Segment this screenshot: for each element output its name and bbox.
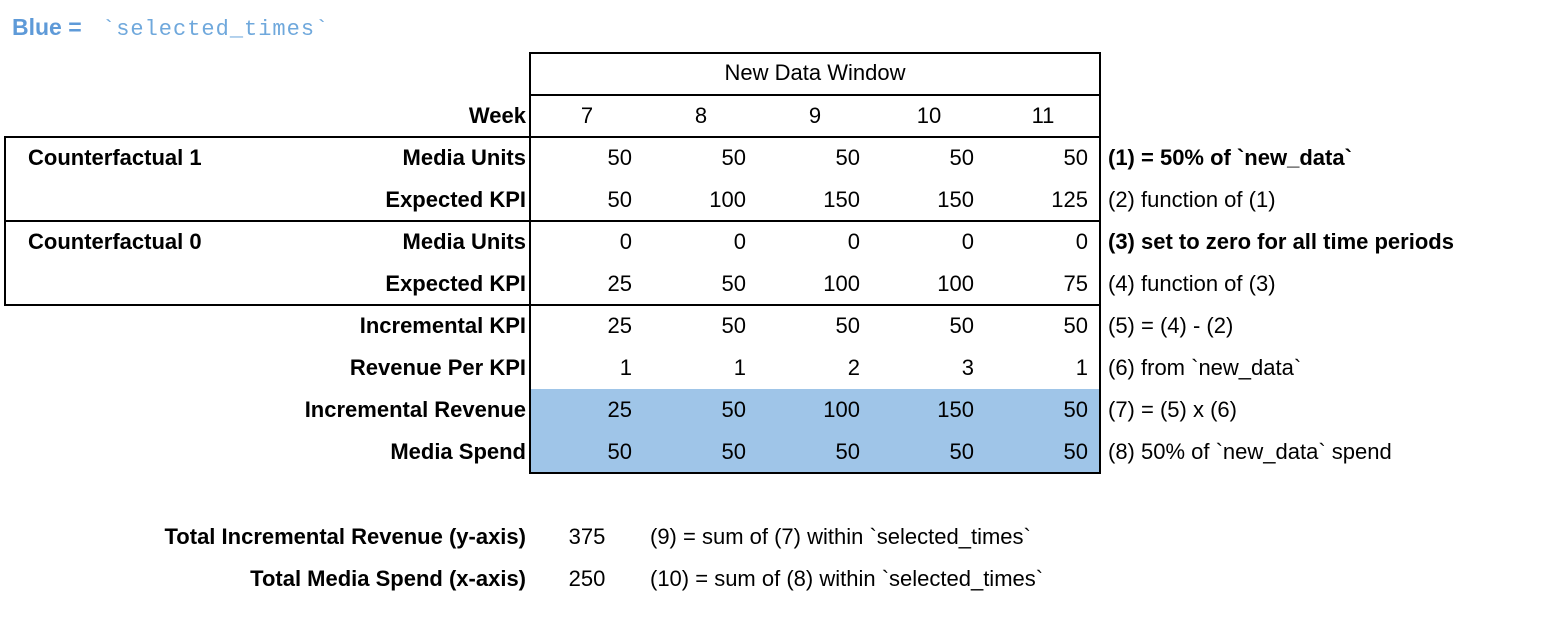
table-row: Counterfactual 0 Media Units 0 0 0 0 0 (… <box>0 221 1544 263</box>
row-note: (3) set to zero for all time periods <box>1108 229 1454 254</box>
value-cell: 50 <box>835 145 860 170</box>
value-cell: 100 <box>823 271 860 296</box>
table-row: Expected KPI 25 50 100 100 75 (4) functi… <box>0 263 1544 305</box>
counterfactual-1-label: Counterfactual 1 <box>28 145 202 170</box>
value-cell: 50 <box>607 187 632 212</box>
table-row-highlighted: Incremental Revenue 25 50 100 150 50 (7)… <box>0 389 1544 431</box>
table-row: Incremental KPI 25 50 50 50 50 (5) = (4)… <box>0 305 1544 347</box>
value-cell: 100 <box>709 187 746 212</box>
total-row: Total Incremental Revenue (y-axis) 375 (… <box>0 516 1544 558</box>
value-cell: 3 <box>961 355 974 380</box>
value-cell: 150 <box>937 397 974 422</box>
row-label: Media Units <box>402 145 526 170</box>
value-cell: 50 <box>949 313 974 338</box>
value-cell: 2 <box>847 355 860 380</box>
value-cell: 50 <box>1063 439 1088 464</box>
table-row: Expected KPI 50 100 150 150 125 (2) func… <box>0 179 1544 221</box>
total-incremental-revenue-label: Total Incremental Revenue (y-axis) <box>164 524 527 549</box>
total-incremental-revenue-value: 375 <box>568 524 606 549</box>
value-cell: 75 <box>1063 271 1088 296</box>
legend-note: Blue = `selected_times` <box>12 14 329 42</box>
table-row-highlighted: Media Spend 50 50 50 50 50 (8) 50% of `n… <box>0 431 1544 473</box>
value-cell: 50 <box>721 271 746 296</box>
table-header-row: New Data Window <box>0 52 1544 94</box>
value-cell: 100 <box>823 397 860 422</box>
value-cell: 50 <box>607 145 632 170</box>
value-cell: 50 <box>721 313 746 338</box>
value-cell: 1 <box>733 355 746 380</box>
value-cell: 50 <box>949 145 974 170</box>
legend-blue-label: Blue = <box>12 14 82 40</box>
selected-times-code <box>88 17 102 42</box>
row-note: (1) = 50% of `new_data` <box>1108 145 1352 170</box>
row-label: Incremental KPI <box>359 313 526 338</box>
value-cell: 50 <box>1063 145 1088 170</box>
value-cell: 150 <box>937 187 974 212</box>
row-note: (4) function of (3) <box>1108 271 1276 296</box>
value-cell: 50 <box>721 145 746 170</box>
table-row: Counterfactual 1 Media Units 50 50 50 50… <box>0 137 1544 179</box>
table-row: Revenue Per KPI 1 1 2 3 1 (6) from `new_… <box>0 347 1544 389</box>
selected-times-highlight <box>531 389 1099 472</box>
value-cell: 50 <box>721 439 746 464</box>
counterfactual-0-box <box>4 220 531 306</box>
total-note: (10) = sum of (8) within `selected_times… <box>650 566 1044 591</box>
row-note: (8) 50% of `new_data` spend <box>1108 439 1392 464</box>
cf0-divider-line <box>529 304 1101 306</box>
row-label: Media Units <box>402 229 526 254</box>
value-cell: 25 <box>607 271 632 296</box>
value-cell: 50 <box>949 439 974 464</box>
value-cell: 1 <box>619 355 632 380</box>
row-note: (5) = (4) - (2) <box>1108 313 1234 338</box>
week-cell: 10 <box>916 103 942 128</box>
cf1-divider-line <box>529 220 1101 222</box>
total-media-spend-value: 250 <box>568 566 606 591</box>
row-label: Expected KPI <box>385 271 526 296</box>
value-cell: 0 <box>1075 229 1088 254</box>
row-label: Revenue Per KPI <box>349 355 526 380</box>
value-cell: 25 <box>607 313 632 338</box>
row-note: (6) from `new_data` <box>1108 355 1302 380</box>
legend-code: `selected_times` <box>102 17 330 42</box>
value-cell: 125 <box>1051 187 1088 212</box>
row-label: Media Spend <box>390 439 526 464</box>
week-row: Week 7 8 9 10 11 <box>0 95 1544 137</box>
value-cell: 50 <box>1063 313 1088 338</box>
value-cell: 0 <box>847 229 860 254</box>
value-cell: 0 <box>619 229 632 254</box>
value-cell: 100 <box>937 271 974 296</box>
counterfactual-0-label: Counterfactual 0 <box>28 229 202 254</box>
row-note: (2) function of (1) <box>1108 187 1276 212</box>
total-note: (9) = sum of (7) within `selected_times` <box>650 524 1031 549</box>
header-divider-line <box>529 94 1101 96</box>
week-label: Week <box>468 103 526 128</box>
week-cell: 9 <box>808 103 822 128</box>
row-label: Expected KPI <box>385 187 526 212</box>
value-cell: 25 <box>607 397 632 422</box>
value-cell: 50 <box>835 313 860 338</box>
value-cell: 150 <box>823 187 860 212</box>
total-row: Total Media Spend (x-axis) 250 (10) = su… <box>0 558 1544 600</box>
value-cell: 50 <box>721 397 746 422</box>
week-cell: 8 <box>694 103 708 128</box>
row-label: Incremental Revenue <box>304 397 526 422</box>
value-cell: 50 <box>835 439 860 464</box>
value-cell: 0 <box>733 229 746 254</box>
week-cell: 7 <box>580 103 594 128</box>
value-cell: 50 <box>607 439 632 464</box>
value-cell: 1 <box>1075 355 1088 380</box>
row-note: (7) = (5) x (6) <box>1108 397 1237 422</box>
week-divider-line <box>529 136 1101 138</box>
total-media-spend-label: Total Media Spend (x-axis) <box>250 566 526 591</box>
week-cell: 11 <box>1031 103 1055 128</box>
value-cell: 50 <box>1063 397 1088 422</box>
value-cell: 0 <box>961 229 974 254</box>
new-data-window-header: New Data Window <box>724 60 906 85</box>
